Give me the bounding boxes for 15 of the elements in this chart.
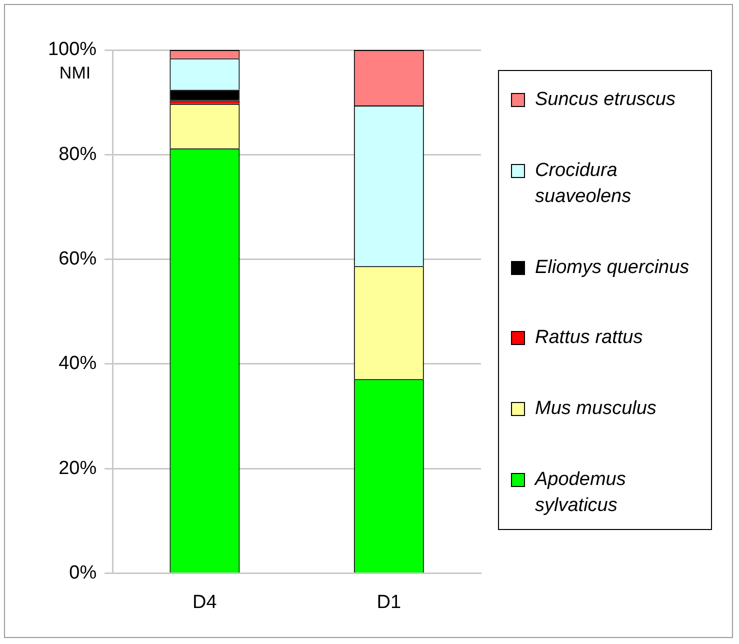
legend-label: Mus musculus — [535, 397, 656, 422]
y-tick-label: 100% — [48, 39, 97, 60]
x-tick-label: D4 — [192, 592, 218, 613]
legend-label: Suncus etruscus — [535, 88, 676, 112]
legend-label: Rattus rattus — [535, 326, 643, 350]
y-axis-title: NMI — [59, 64, 91, 83]
y-tick-label: 20% — [58, 458, 97, 479]
legend-label: Eliomys quercinus — [535, 256, 690, 280]
y-tick-label: 0% — [69, 562, 97, 584]
y-tick-label: 60% — [58, 248, 97, 270]
y-tick-label: 40% — [58, 353, 97, 374]
legend-label: Crocidura suaveolens — [535, 158, 632, 209]
legend-label: Apodemus sylvaticus — [535, 468, 627, 518]
x-tick-label: D1 — [376, 592, 402, 613]
y-tick-label: 80% — [58, 144, 97, 165]
